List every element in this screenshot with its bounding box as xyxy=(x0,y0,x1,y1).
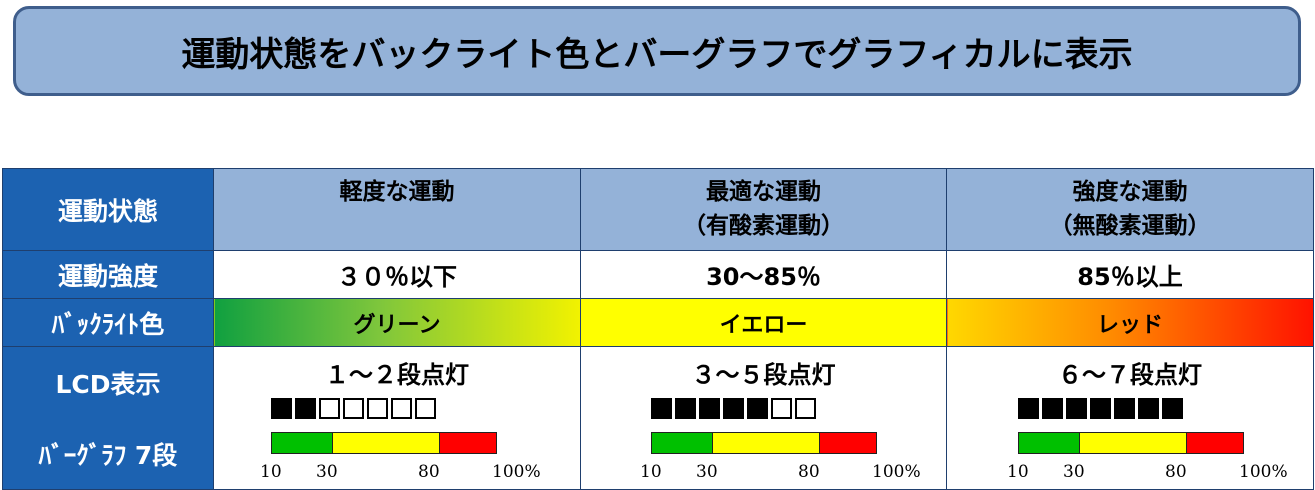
state-text: 強度な運動 xyxy=(1072,179,1188,205)
segment-lit xyxy=(1138,398,1159,419)
segment-lit xyxy=(271,398,292,419)
segment-indicator xyxy=(1018,398,1183,419)
tick-label: 80 xyxy=(798,462,820,482)
tick-label: 10 xyxy=(1007,462,1029,482)
segment-indicator xyxy=(651,398,816,419)
state-subtext: （有酸素運動） xyxy=(683,213,844,239)
tick-label: 100% xyxy=(872,462,921,482)
lcd-label: LCD表示 xyxy=(55,369,161,399)
lcd-cell: ６～７段点灯 10 30 80 100% xyxy=(946,346,1314,490)
state-text: 軽度な運動 xyxy=(339,179,455,205)
segment-lit xyxy=(1090,398,1111,419)
intensity-cell: ３０％以下 xyxy=(213,250,581,299)
lcd-display-text: ３～５段点灯 xyxy=(691,361,836,389)
backlight-cell-red: レッド xyxy=(946,298,1314,347)
tick-label: 10 xyxy=(260,462,282,482)
zone-green xyxy=(272,433,332,453)
lcd-cell: ３～５段点灯 10 30 80 100% xyxy=(580,346,947,490)
segment-lit xyxy=(747,398,768,419)
tick-label: 30 xyxy=(696,462,718,482)
lcd-display-text: ６～７段点灯 xyxy=(1058,361,1202,389)
intensity-row: 運動強度 ３０％以下 30～85％ 85％以上 xyxy=(2,250,1314,299)
segment-lit xyxy=(699,398,720,419)
zone-red xyxy=(1187,433,1243,453)
state-row: 運動状態 軽度な運動 最適な運動 （有酸素運動） 強度な運動 （無酸素運動） xyxy=(2,168,1314,251)
segment-unlit xyxy=(343,398,364,419)
lcd-cell: １～２段点灯 10 30 80 100% xyxy=(213,346,581,490)
row-header-intensity: 運動強度 xyxy=(2,250,214,299)
lcd-row: LCD表示 ﾊﾞｰｸﾞﾗﾌ 7段 １～２段点灯 10 30 80 100% ３～… xyxy=(2,346,1314,490)
segment-unlit xyxy=(391,398,412,419)
state-subtext: （無酸素運動） xyxy=(1049,213,1211,239)
zone-yellow xyxy=(1079,433,1187,453)
segment-lit xyxy=(295,398,316,419)
segment-lit xyxy=(675,398,696,419)
state-cell-intense: 強度な運動 （無酸素運動） xyxy=(946,168,1314,251)
lcd-display-text: １～２段点灯 xyxy=(325,361,469,389)
bargraph-label: ﾊﾞｰｸﾞﾗﾌ 7段 xyxy=(38,440,178,470)
segment-lit xyxy=(1162,398,1183,419)
state-cell-light: 軽度な運動 xyxy=(213,168,581,251)
bargraph xyxy=(1018,432,1244,454)
backlight-cell-green: グリーン xyxy=(213,298,581,347)
segment-lit xyxy=(651,398,672,419)
intensity-cell: 30～85％ xyxy=(580,250,947,299)
bargraph xyxy=(271,432,497,454)
segment-unlit xyxy=(367,398,388,419)
segment-lit xyxy=(1042,398,1063,419)
segment-lit xyxy=(1114,398,1135,419)
segment-lit xyxy=(723,398,744,419)
row-header-state: 運動状態 xyxy=(2,168,214,251)
row-header-backlight: ﾊﾞｯｸﾗｲﾄ色 xyxy=(2,298,214,347)
segment-unlit xyxy=(771,398,792,419)
segment-indicator xyxy=(271,398,436,419)
backlight-row: ﾊﾞｯｸﾗｲﾄ色 グリーン イエロー レッド xyxy=(2,298,1314,347)
tick-label: 80 xyxy=(418,462,440,482)
intensity-cell: 85％以上 xyxy=(946,250,1314,299)
segment-unlit xyxy=(795,398,816,419)
segment-lit xyxy=(1018,398,1039,419)
tick-label: 30 xyxy=(316,462,338,482)
segment-unlit xyxy=(319,398,340,419)
backlight-cell-yellow: イエロー xyxy=(580,298,947,347)
bargraph xyxy=(651,432,877,454)
zone-yellow xyxy=(332,433,440,453)
zone-green xyxy=(652,433,712,453)
segment-unlit xyxy=(415,398,436,419)
row-header-lcd: LCD表示 ﾊﾞｰｸﾞﾗﾌ 7段 xyxy=(2,346,214,490)
tick-label: 30 xyxy=(1063,462,1085,482)
zone-yellow xyxy=(712,433,820,453)
state-text: 最適な運動 xyxy=(706,179,821,205)
tick-label: 80 xyxy=(1165,462,1187,482)
segment-lit xyxy=(1066,398,1087,419)
tick-label: 100% xyxy=(1239,462,1288,482)
tick-label: 10 xyxy=(640,462,662,482)
tick-label: 100% xyxy=(492,462,541,482)
zone-red xyxy=(820,433,876,453)
exercise-state-table: 運動状態 軽度な運動 最適な運動 （有酸素運動） 強度な運動 （無酸素運動） 運… xyxy=(2,168,1314,490)
state-cell-optimal: 最適な運動 （有酸素運動） xyxy=(580,168,947,251)
zone-green xyxy=(1019,433,1079,453)
zone-red xyxy=(440,433,496,453)
page-title: 運動状態をバックライト色とバーグラフでグラフィカルに表示 xyxy=(13,6,1301,96)
